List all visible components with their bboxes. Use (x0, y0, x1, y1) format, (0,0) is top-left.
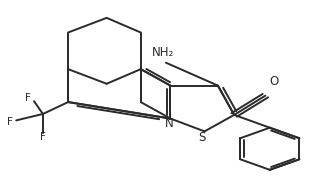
Text: N: N (164, 117, 173, 130)
Text: S: S (198, 131, 206, 144)
Text: F: F (25, 93, 31, 103)
Text: F: F (7, 117, 13, 127)
Text: O: O (269, 74, 279, 88)
Text: F: F (40, 132, 46, 142)
Text: NH₂: NH₂ (152, 46, 174, 59)
